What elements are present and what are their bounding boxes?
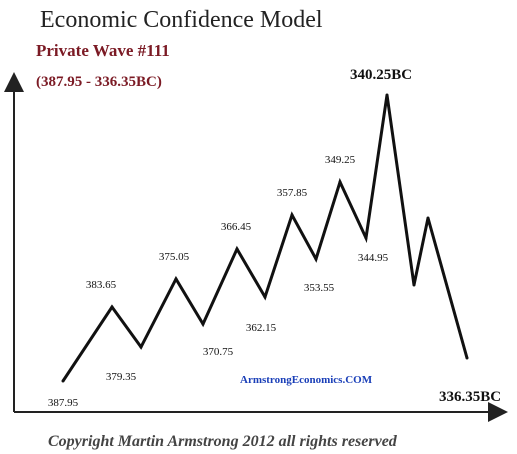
watermark: ArmstrongEconomics.COM bbox=[240, 374, 373, 386]
point-label: 387.95 bbox=[48, 397, 79, 409]
point-label: 353.55 bbox=[304, 282, 335, 294]
wave-line bbox=[61, 94, 469, 382]
copyright: Copyright Martin Armstrong 2012 all righ… bbox=[48, 433, 398, 450]
wave-point bbox=[364, 236, 368, 240]
point-label: 362.15 bbox=[246, 322, 277, 334]
wave-point bbox=[263, 295, 267, 299]
chart-title: Economic Confidence Model bbox=[40, 7, 323, 33]
wave-point bbox=[426, 216, 430, 220]
point-label: 383.65 bbox=[86, 279, 117, 291]
point-label: 357.85 bbox=[277, 187, 308, 199]
wave-point bbox=[385, 93, 389, 97]
wave-point bbox=[314, 257, 318, 261]
wave-marks: 387.95 383.65 379.35 375.05 370.75 366.45 362.… bbox=[48, 67, 501, 409]
point-label: 370.75 bbox=[203, 346, 234, 358]
wave-point bbox=[201, 322, 205, 326]
point-label: 349.25 bbox=[325, 154, 356, 166]
chart-subtitle: Private Wave #111 bbox=[36, 41, 170, 60]
point-label: 366.45 bbox=[221, 221, 252, 233]
point-label: 340.25BC bbox=[350, 67, 412, 83]
wave-point bbox=[290, 213, 294, 217]
wave-point bbox=[61, 379, 65, 383]
wave-point bbox=[338, 180, 342, 184]
wave-point bbox=[174, 277, 178, 281]
point-label: 379.35 bbox=[106, 371, 137, 383]
point-label: 336.35BC bbox=[439, 389, 501, 405]
wave-point bbox=[465, 356, 469, 360]
chart-range-label: (387.95 - 336.35BC) bbox=[36, 74, 162, 90]
point-label: 344.95 bbox=[358, 252, 389, 264]
wave-point bbox=[139, 345, 143, 349]
wave-point bbox=[110, 305, 114, 309]
wave-point bbox=[412, 283, 416, 287]
wave-point bbox=[235, 247, 239, 251]
point-label: 375.05 bbox=[159, 251, 190, 263]
